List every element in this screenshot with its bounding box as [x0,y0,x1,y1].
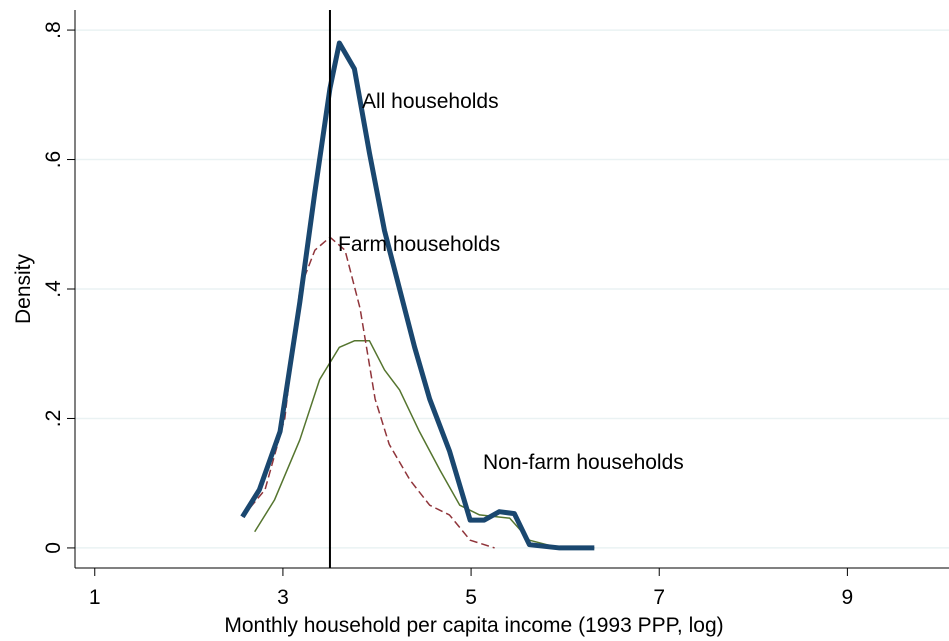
x-tick-label: 5 [465,586,477,609]
y-axis-label: Density [12,253,35,324]
x-tick-label: 3 [277,586,289,609]
x-tick-label: 1 [89,586,101,609]
annotation: Non-farm households [483,451,684,474]
density-line [254,340,595,549]
x-axis-label: Monthly household per capita income (199… [224,614,723,637]
annotation: All households [362,90,499,113]
annotation: Farm households [338,233,500,256]
x-tick-label: 9 [842,586,854,609]
y-tick-label: 0 [42,542,65,554]
y-tick-label: .2 [42,410,65,428]
x-tick-label: 7 [653,586,665,609]
y-tick-label: .6 [42,151,65,169]
y-tick-label: .8 [42,21,65,39]
density-line [240,40,595,551]
y-tick-label: .4 [42,280,65,298]
